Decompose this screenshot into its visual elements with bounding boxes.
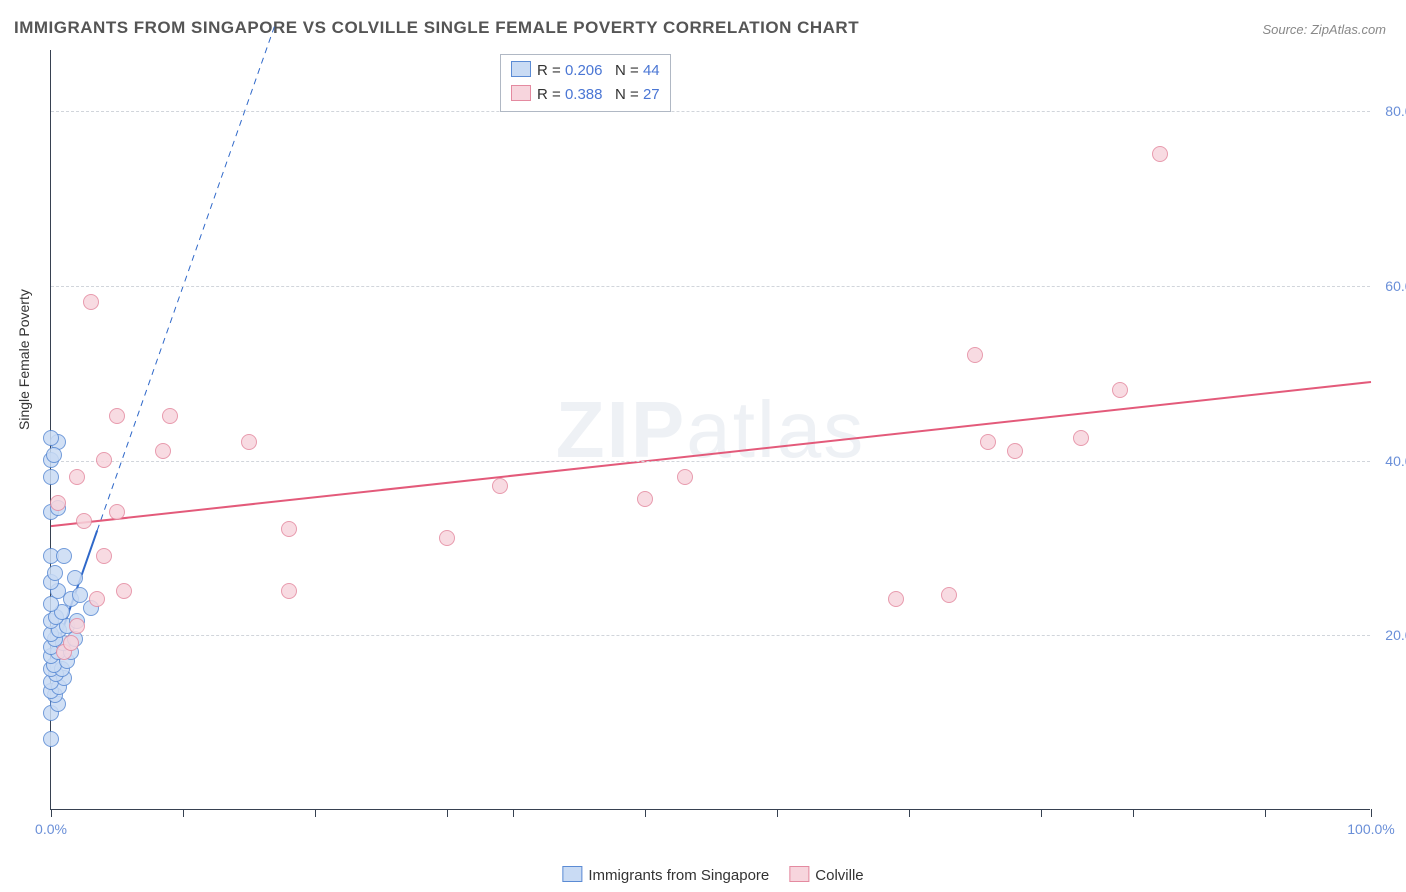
gridline — [51, 635, 1370, 636]
x-tick — [777, 809, 778, 817]
data-point — [967, 347, 983, 363]
data-point — [162, 408, 178, 424]
data-point — [109, 504, 125, 520]
x-tick-label: 100.0% — [1347, 821, 1394, 837]
trend-lines — [51, 50, 1370, 809]
legend-label: Colville — [815, 867, 863, 884]
data-point — [43, 731, 59, 747]
y-tick-label: 40.0% — [1385, 453, 1406, 469]
data-point — [96, 452, 112, 468]
data-point — [69, 469, 85, 485]
data-point — [116, 583, 132, 599]
data-point — [43, 430, 59, 446]
data-point — [47, 565, 63, 581]
source-label: Source: ZipAtlas.com — [1262, 22, 1386, 37]
x-tick — [645, 809, 646, 817]
data-point — [109, 408, 125, 424]
x-tick — [1265, 809, 1266, 817]
data-point — [63, 635, 79, 651]
gridline — [51, 111, 1370, 112]
data-point — [637, 491, 653, 507]
legend-row: R = 0.206 N = 44 — [511, 59, 660, 83]
watermark: ZIPatlas — [556, 384, 865, 476]
data-point — [941, 587, 957, 603]
data-point — [281, 521, 297, 537]
x-tick — [1133, 809, 1134, 817]
x-tick — [1041, 809, 1042, 817]
y-axis-title: Single Female Poverty — [16, 289, 32, 430]
data-point — [281, 583, 297, 599]
data-point — [76, 513, 92, 529]
data-point — [69, 618, 85, 634]
correlation-legend: R = 0.206 N = 44R = 0.388 N = 27 — [500, 54, 671, 112]
x-tick — [183, 809, 184, 817]
data-point — [1112, 382, 1128, 398]
legend-swatch — [789, 866, 809, 882]
legend-row: R = 0.388 N = 27 — [511, 83, 660, 107]
x-tick-label: 0.0% — [35, 821, 67, 837]
data-point — [83, 294, 99, 310]
x-tick — [447, 809, 448, 817]
data-point — [43, 469, 59, 485]
data-point — [89, 591, 105, 607]
x-tick — [909, 809, 910, 817]
scatter-plot: ZIPatlas 20.0%40.0%60.0%80.0%0.0%100.0% — [50, 50, 1370, 810]
data-point — [1152, 146, 1168, 162]
data-point — [46, 447, 62, 463]
data-point — [56, 548, 72, 564]
data-point — [96, 548, 112, 564]
legend-swatch — [562, 866, 582, 882]
x-tick — [51, 809, 52, 817]
data-point — [1007, 443, 1023, 459]
x-tick — [513, 809, 514, 817]
data-point — [72, 587, 88, 603]
data-point — [439, 530, 455, 546]
data-point — [50, 495, 66, 511]
y-tick-label: 60.0% — [1385, 278, 1406, 294]
y-tick-label: 80.0% — [1385, 103, 1406, 119]
data-point — [1073, 430, 1089, 446]
data-point — [241, 434, 257, 450]
legend-label: Immigrants from Singapore — [588, 867, 769, 884]
series-legend: Immigrants from Singapore Colville — [542, 866, 863, 884]
data-point — [492, 478, 508, 494]
data-point — [980, 434, 996, 450]
chart-title: IMMIGRANTS FROM SINGAPORE VS COLVILLE SI… — [14, 18, 859, 38]
y-tick-label: 20.0% — [1385, 627, 1406, 643]
gridline — [51, 461, 1370, 462]
data-point — [677, 469, 693, 485]
data-point — [888, 591, 904, 607]
data-point — [67, 570, 83, 586]
x-tick — [1371, 809, 1372, 817]
data-point — [155, 443, 171, 459]
gridline — [51, 286, 1370, 287]
x-tick — [315, 809, 316, 817]
